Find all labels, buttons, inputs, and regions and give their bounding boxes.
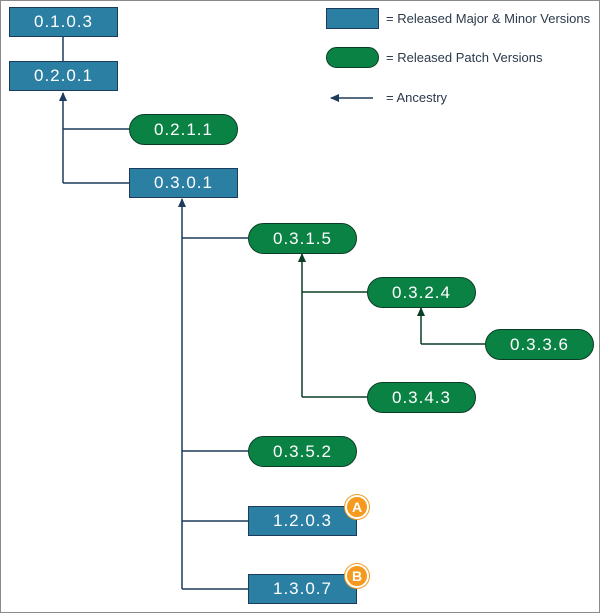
node-0324: 0.3.2.4: [367, 277, 476, 308]
node-0336: 0.3.3.6: [485, 329, 594, 360]
legend-major-label: = Released Major & Minor Versions: [386, 11, 591, 26]
badge-b: B: [345, 564, 369, 588]
node-0201: 0.2.0.1: [9, 61, 118, 91]
legend-major-swatch: [326, 8, 379, 29]
node-0315: 0.3.1.5: [248, 223, 357, 254]
badge-a: A: [345, 495, 369, 519]
node-1203: 1.2.0.3: [248, 506, 357, 536]
node-0352: 0.3.5.2: [248, 436, 357, 467]
node-0301: 0.3.0.1: [129, 168, 238, 198]
legend-patch-swatch: [326, 47, 379, 68]
legend-patch-label: = Released Patch Versions: [386, 50, 543, 65]
node-0103: 0.1.0.3: [9, 7, 118, 37]
node-1307: 1.3.0.7: [248, 574, 357, 604]
node-0211: 0.2.1.1: [129, 114, 238, 145]
node-0343: 0.3.4.3: [367, 382, 476, 413]
legend-ancestry-label: = Ancestry: [386, 90, 448, 105]
